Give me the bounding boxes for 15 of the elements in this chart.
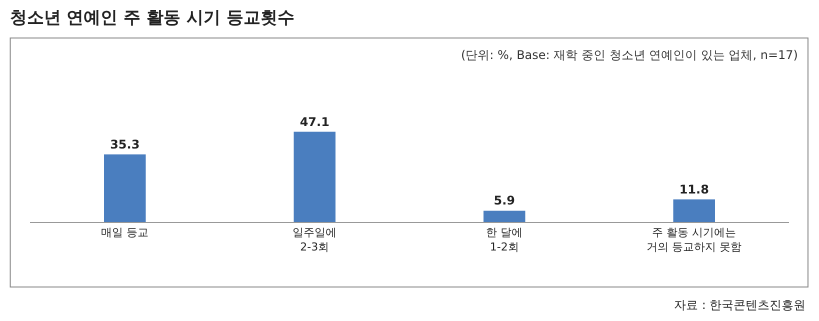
text: 자료 : 한국콘텐츠진흥원 xyxy=(674,298,806,312)
x-tick-label: 매일 등교 xyxy=(101,226,149,240)
data-label: 11.8 xyxy=(679,182,709,196)
data-label: 5.9 xyxy=(494,194,516,208)
bar xyxy=(673,199,715,222)
data-label: 35.3 xyxy=(110,137,140,152)
x-tick-label: 한 달에 1-2회 xyxy=(486,226,523,254)
chart-subtitle: (단위: %, Base: 재학 중인 청소년 연예인이 있는 업체, n=17) xyxy=(461,48,798,62)
data-label: 47.1 xyxy=(300,114,330,129)
chart-title: 청소년 연예인 주 활동 시기 등교횟수 xyxy=(10,8,294,28)
bar xyxy=(484,210,526,222)
x-tick-label: 주 활동 시기에는 거의 등교하지 못함 xyxy=(646,226,742,254)
bar xyxy=(294,132,336,222)
bar xyxy=(104,154,146,222)
x-tick-label: 일주일에 2-3회 xyxy=(292,226,337,254)
